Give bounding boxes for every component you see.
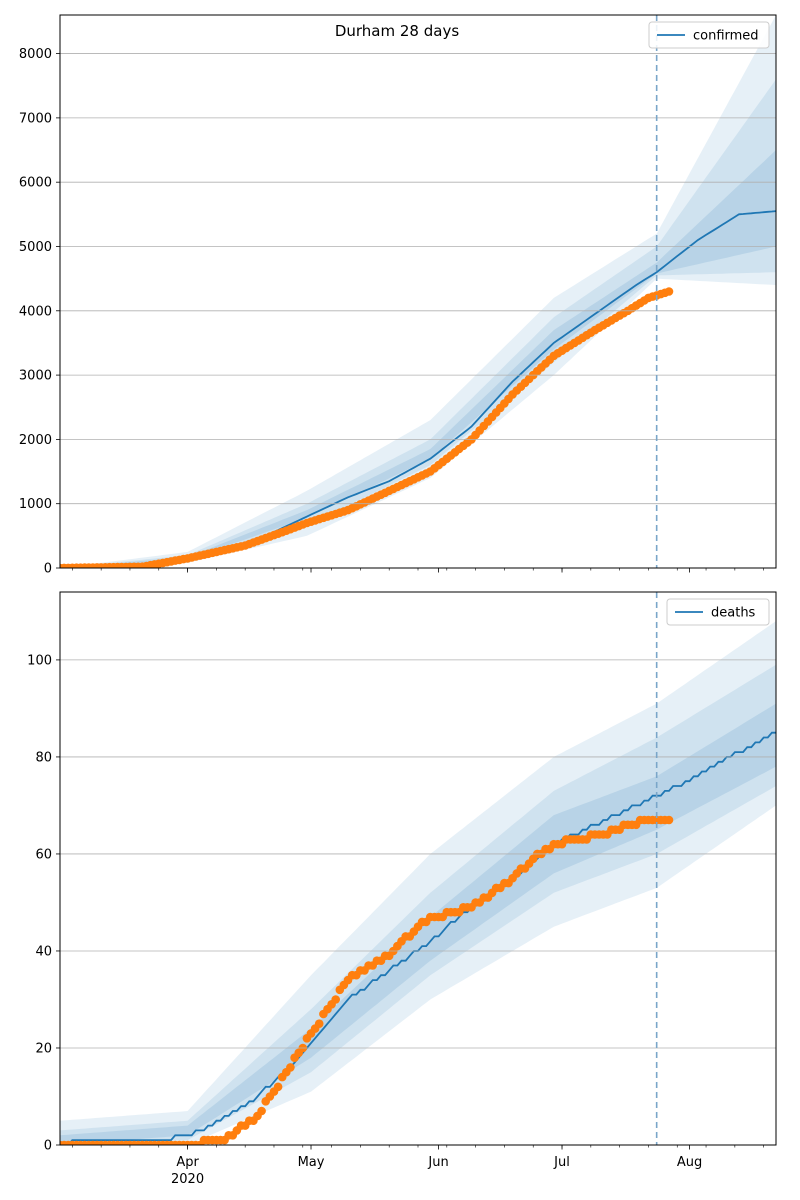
uncertainty-band-inner [60,703,776,1145]
chart-title: Durham 28 days [335,22,459,40]
observed-point [664,287,674,296]
y-tick-label: 0 [44,1139,52,1154]
legend-box [648,21,770,49]
y-tick-label: 7000 [19,111,52,126]
x-tick-sublabel: 2020 [171,1172,204,1187]
y-tick-label: 5000 [19,240,52,255]
confirmed-panel: 0 1000 2000 3000 4000 5000 6000 7000 8000 confirm… [19,14,777,577]
y-tick-label: 6000 [19,176,52,191]
y-tick-label: 4000 [19,304,52,319]
x-tick-label: Jun [427,1155,448,1170]
y-tick-label: 0 [44,562,52,577]
y-tick-label: 3000 [19,369,52,384]
x-tick-label: Apr [176,1155,199,1170]
observed-point [273,1082,283,1092]
y-tick-label: 100 [27,653,52,668]
observed-point [664,815,674,825]
y-tick-label: 80 [35,750,52,765]
plot-area [60,621,776,1145]
x-tick-label: Aug [677,1155,702,1170]
plot-area [60,15,776,568]
observed-point [286,1063,295,1072]
observed-point [257,1106,266,1116]
y-tick-label: 1000 [19,497,52,512]
legend-box [666,598,770,626]
y-tick-label: 2000 [19,433,52,448]
uncertainty-band-middle [60,664,776,1145]
y-tick-label: 20 [35,1041,52,1056]
x-tick-label: May [298,1155,325,1170]
y-tick-label: 8000 [19,47,52,62]
uncertainty-band-outer [60,15,776,568]
y-tick-label: 60 [35,847,52,862]
x-tick-label: Jul [553,1155,570,1170]
y-tick-label: 40 [35,944,52,959]
deaths-panel: 0 20 40 60 80 100 Apr 2020 May Jun Jul Aug deaths [27,591,777,1187]
uncertainty-band-outer [60,621,776,1145]
observed-point [314,1019,324,1028]
uncertainty-band-middle [60,79,776,568]
legend-label: confirmed [693,29,759,44]
legend-label: deaths [711,606,756,621]
observed-point [331,995,341,1004]
